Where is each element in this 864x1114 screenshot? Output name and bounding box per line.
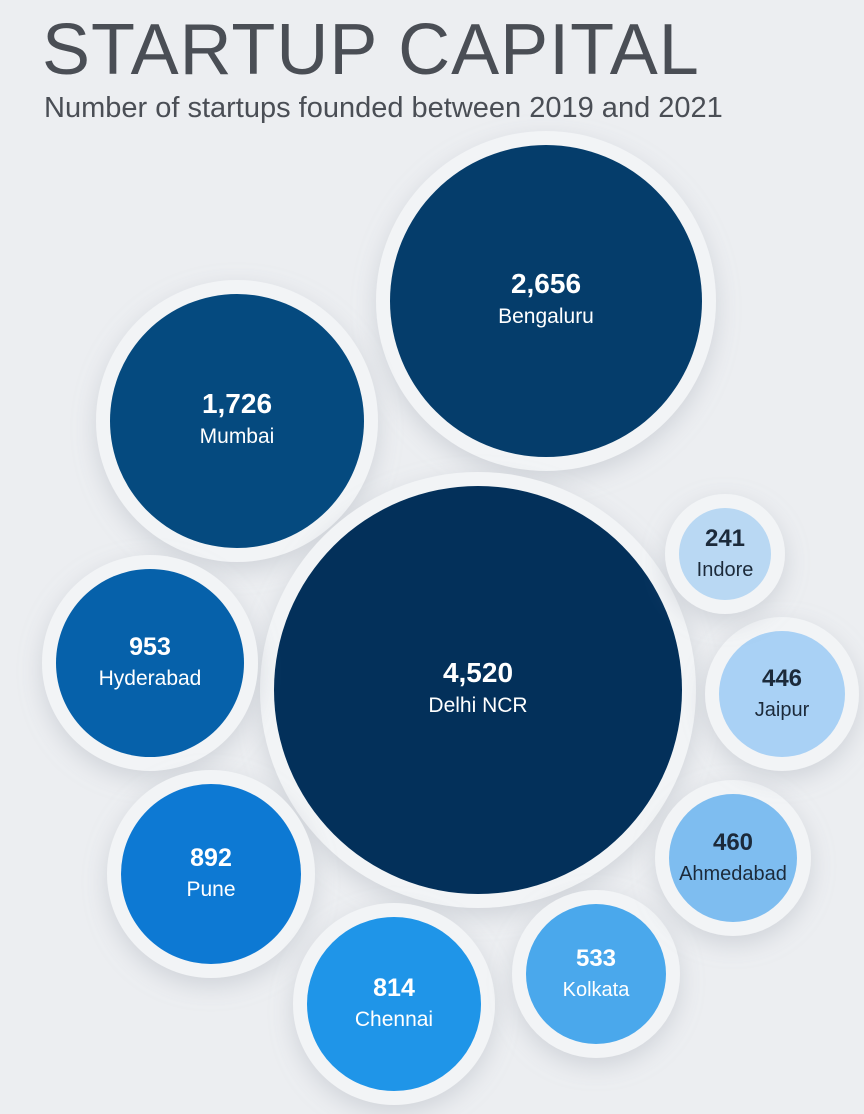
bubble-city-label: Kolkata bbox=[563, 979, 631, 1001]
bubble-value-label: 2,656 bbox=[511, 268, 581, 299]
bubble-city-label: Bengaluru bbox=[498, 305, 594, 328]
bubble-city-label: Mumbai bbox=[200, 425, 275, 448]
bubble-value-label: 460 bbox=[713, 829, 753, 856]
bubble-delhi-ncr: 4,520 Delhi NCR bbox=[260, 472, 696, 908]
bubble-city-label: Chennai bbox=[355, 1008, 433, 1031]
bubble-value-label: 4,520 bbox=[443, 657, 513, 688]
bubble-circle bbox=[719, 631, 845, 757]
bubble-city-label: Ahmedabad bbox=[679, 863, 787, 885]
bubble-jaipur: 446 Jaipur bbox=[705, 617, 859, 771]
chart-title: STARTUP CAPITAL bbox=[42, 10, 700, 90]
bubble-value-label: 533 bbox=[576, 945, 616, 972]
bubble-city-label: Jaipur bbox=[755, 699, 810, 721]
bubble-hyderabad: 953 Hyderabad bbox=[42, 555, 258, 771]
bubble-value-label: 446 bbox=[762, 665, 802, 692]
bubble-city-label: Hyderabad bbox=[99, 667, 202, 690]
bubble-circle bbox=[669, 794, 797, 922]
bubble-circle bbox=[526, 904, 666, 1044]
bubble-city-label: Indore bbox=[697, 559, 754, 581]
bubble-value-label: 814 bbox=[373, 974, 415, 1002]
bubble-kolkata: 533 Kolkata bbox=[512, 890, 680, 1058]
bubble-pune: 892 Pune bbox=[107, 770, 315, 978]
chart-subtitle: Number of startups founded between 2019 … bbox=[44, 92, 723, 124]
bubble-city-label: Pune bbox=[186, 878, 235, 901]
bubble-value-label: 241 bbox=[705, 525, 745, 552]
bubble-circle bbox=[390, 145, 702, 457]
bubble-chennai: 814 Chennai bbox=[293, 903, 495, 1105]
bubble-city-label: Delhi NCR bbox=[428, 694, 527, 717]
bubble-circle bbox=[110, 294, 364, 548]
bubble-mumbai: 1,726 Mumbai bbox=[96, 280, 378, 562]
bubble-value-label: 953 bbox=[129, 633, 171, 661]
bubble-circle bbox=[121, 784, 301, 964]
bubble-indore: 241 Indore bbox=[665, 494, 785, 614]
bubble-circle bbox=[307, 917, 481, 1091]
bubble-ahmedabad: 460 Ahmedabad bbox=[655, 780, 811, 936]
bubble-circle bbox=[274, 486, 682, 894]
bubble-value-label: 892 bbox=[190, 844, 232, 872]
bubble-circle bbox=[679, 508, 771, 600]
bubble-circle bbox=[56, 569, 244, 757]
bubble-bengaluru: 2,656 Bengaluru bbox=[376, 131, 716, 471]
bubble-value-label: 1,726 bbox=[202, 388, 272, 419]
